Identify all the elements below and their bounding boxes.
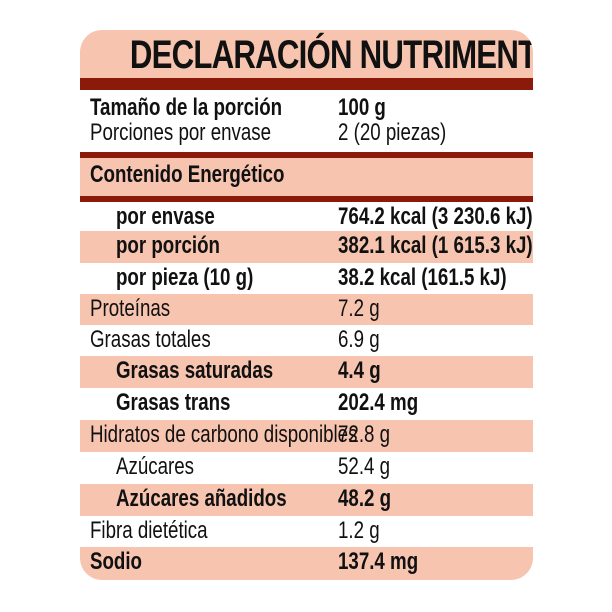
nutrient-label: Azúcares (116, 453, 195, 480)
energy-row: por pieza (10 g) 38.2 kcal (161.5 kJ) (80, 263, 533, 294)
divider-bar (80, 152, 533, 158)
energy-heading-row: Contenido Energético (80, 158, 533, 196)
nutrient-label: Azúcares añadidos (116, 485, 287, 512)
serving-section: Tamaño de la porción 100 g Porciones por… (80, 90, 533, 152)
energy-row-label: por envase (116, 203, 215, 230)
nutrition-facts-panel: DECLARACIÓN NUTRIMENTAL Tamaño de la por… (80, 30, 533, 580)
nutrient-value: 137.4 mg (338, 548, 419, 575)
energy-row: por envase 764.2 kcal (3 230.6 kJ) (80, 202, 533, 231)
serving-size-value: 100 g (338, 94, 386, 121)
nutrient-label: Grasas saturadas (116, 357, 274, 384)
panel-title: DECLARACIÓN NUTRIMENTAL (129, 33, 533, 77)
divider-bar (80, 78, 533, 90)
portions-label: Porciones por envase (90, 119, 272, 146)
energy-row-value: 38.2 kcal (161.5 kJ) (338, 264, 507, 291)
nutrient-value: 7.2 g (338, 295, 380, 322)
nutrient-row-grasas-totales: Grasas totales 6.9 g (80, 325, 533, 356)
nutrient-value: 72.8 g (338, 421, 391, 448)
nutrient-row-azucares: Azúcares 52.4 g (80, 452, 533, 484)
nutrient-row-fibra: Fibra dietética 1.2 g (80, 516, 533, 547)
nutrient-value: 48.2 g (338, 485, 392, 512)
nutrient-row-grasas-trans: Grasas trans 202.4 mg (80, 388, 533, 420)
nutrient-row-hidratos: Hidratos de carbono disponibles 72.8 g (80, 420, 533, 452)
nutrient-row-grasas-saturadas: Grasas saturadas 4.4 g (80, 356, 533, 388)
serving-size-label: Tamaño de la porción (90, 94, 283, 121)
nutrient-label: Fibra dietética (90, 517, 208, 544)
nutrient-label: Grasas trans (116, 389, 231, 416)
energy-row-value: 764.2 kcal (3 230.6 kJ) (338, 203, 533, 230)
nutrient-value: 52.4 g (338, 453, 391, 480)
energy-row-label: por porción (116, 232, 220, 259)
nutrient-value: 4.4 g (338, 357, 381, 384)
portions-value: 2 (20 piezas) (338, 119, 447, 146)
title-band: DECLARACIÓN NUTRIMENTAL (80, 30, 533, 78)
energy-row-value: 382.1 kcal (1 615.3 kJ) (338, 232, 533, 259)
nutrient-label: Hidratos de carbono disponibles (90, 421, 358, 448)
nutrient-row-proteinas: Proteínas 7.2 g (80, 294, 533, 325)
energy-heading: Contenido Energético (90, 161, 285, 188)
nutrient-value: 202.4 mg (338, 389, 419, 416)
nutrient-row-sodio: Sodio 137.4 mg (80, 547, 533, 580)
nutrient-value: 6.9 g (338, 326, 380, 353)
nutrient-label: Proteínas (90, 295, 171, 322)
nutrient-label: Grasas totales (90, 326, 211, 353)
nutrient-row-azucares-anadidos: Azúcares añadidos 48.2 g (80, 484, 533, 516)
nutrient-label: Sodio (90, 548, 142, 575)
energy-row-label: por pieza (10 g) (116, 264, 254, 291)
divider-bar (80, 196, 533, 202)
nutrient-value: 1.2 g (338, 517, 380, 544)
energy-row: por porción 382.1 kcal (1 615.3 kJ) (80, 231, 533, 263)
